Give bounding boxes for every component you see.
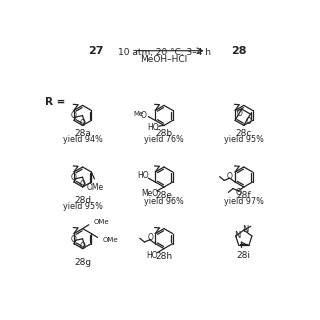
- Text: yield 76%: yield 76%: [144, 135, 184, 144]
- Text: HO: HO: [147, 251, 158, 260]
- Text: yield 97%: yield 97%: [224, 197, 264, 206]
- Text: 28i: 28i: [237, 251, 251, 260]
- Text: yield 94%: yield 94%: [63, 135, 102, 144]
- Text: yield 96%: yield 96%: [144, 197, 184, 206]
- Text: OMe: OMe: [87, 183, 104, 192]
- Text: HO: HO: [137, 171, 149, 180]
- Text: O: O: [80, 119, 85, 128]
- Text: MeOH–HCl: MeOH–HCl: [140, 55, 188, 64]
- Text: O: O: [236, 188, 242, 197]
- Text: O: O: [245, 117, 251, 126]
- Text: N: N: [242, 225, 249, 234]
- Text: O: O: [71, 173, 77, 182]
- Text: 28c: 28c: [236, 129, 252, 138]
- Text: 10 atm, 20 °C, 3–4 h: 10 atm, 20 °C, 3–4 h: [117, 48, 211, 57]
- Text: 28d: 28d: [74, 196, 91, 205]
- Text: 28g: 28g: [74, 258, 91, 267]
- Text: yield 95%: yield 95%: [224, 135, 264, 144]
- Text: R =: R =: [45, 97, 65, 107]
- Text: O: O: [141, 111, 147, 120]
- Text: 28: 28: [231, 46, 247, 56]
- Text: 28e: 28e: [156, 191, 172, 200]
- Text: OMe: OMe: [102, 237, 118, 243]
- Text: 27: 27: [88, 46, 104, 56]
- Text: O: O: [71, 235, 77, 244]
- Text: O: O: [80, 180, 85, 189]
- Text: O: O: [71, 111, 77, 120]
- Text: O: O: [236, 109, 242, 118]
- Text: 28b: 28b: [156, 129, 172, 138]
- Text: yield 95%: yield 95%: [63, 203, 103, 212]
- Text: 28a: 28a: [74, 129, 91, 138]
- Text: Me: Me: [133, 111, 143, 117]
- Text: MeO: MeO: [141, 189, 159, 198]
- Text: OMe: OMe: [93, 220, 109, 225]
- Text: N: N: [234, 231, 240, 241]
- Text: 28h: 28h: [156, 252, 172, 261]
- Text: O: O: [227, 172, 233, 181]
- Text: 28f: 28f: [236, 191, 251, 200]
- Text: HO: HO: [147, 123, 159, 132]
- Text: O: O: [80, 242, 85, 251]
- Text: O: O: [147, 233, 153, 242]
